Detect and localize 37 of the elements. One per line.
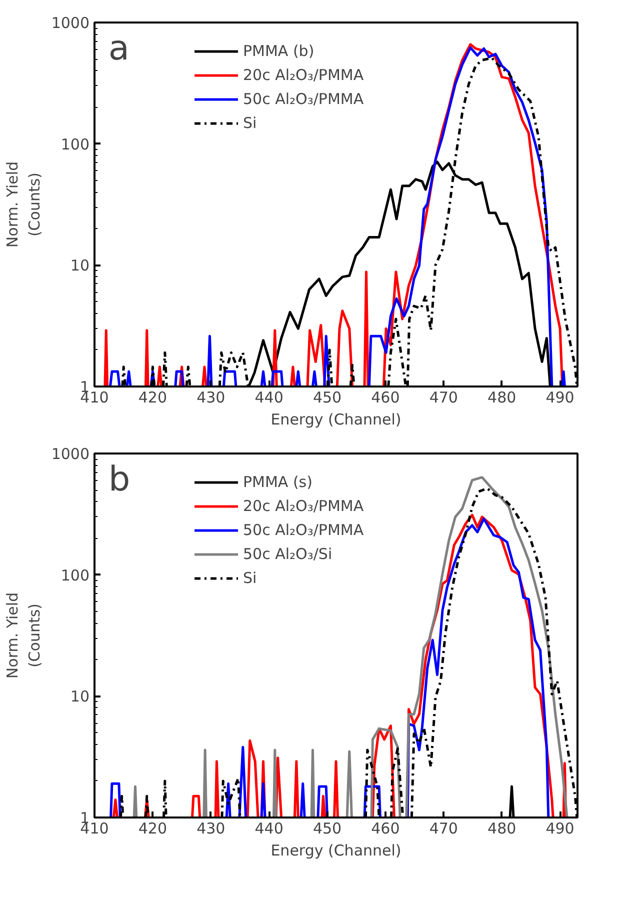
x-tick-label: 490: [546, 388, 574, 406]
y-tick-label: 10: [70, 688, 90, 706]
x-tick-label: 450: [312, 388, 342, 406]
x-tick-label: 440: [254, 820, 284, 838]
legend-label: Si: [243, 568, 258, 589]
x-tick-label: 480: [488, 388, 516, 406]
y-axis-title: Norm. Yield (Counts): [4, 161, 44, 248]
x-tick-label: 420: [138, 820, 168, 838]
y-axis-title: Norm. Yield (Counts): [4, 592, 44, 679]
x-tick-label: 460: [371, 820, 400, 838]
y-tick-label: 1000: [51, 445, 90, 463]
x-tick-label: 480: [488, 820, 516, 838]
x-tick-label: 430: [196, 388, 226, 406]
y-tick-label: 1000: [51, 14, 90, 32]
x-axis-title: Energy (Channel): [270, 410, 402, 428]
annotation: a: [108, 28, 130, 68]
x-tick-label: 460: [371, 388, 400, 406]
x-tick-label: 470: [429, 388, 458, 406]
x-tick-label: 420: [138, 388, 168, 406]
legend-label: PMMA (s): [243, 472, 312, 493]
legend-label: 20c Al₂O₃/PMMA: [243, 496, 364, 517]
legend-label: Si: [243, 113, 258, 134]
annotation: b: [108, 460, 130, 500]
y-tick-label: 10: [70, 256, 90, 275]
x-tick-label: 490: [546, 820, 574, 838]
legend-label: 50c Al₂O₃/PMMA: [243, 89, 364, 110]
legend-label: PMMA (b): [243, 41, 314, 62]
x-tick-label: 440: [254, 388, 284, 406]
y-tick-label: 100: [60, 566, 90, 584]
legend-label: 50c Al₂O₃/PMMA: [243, 520, 364, 541]
x-axis-title: Energy (Channel): [270, 842, 402, 860]
x-tick-label: 470: [429, 820, 458, 838]
y-tick-label: 100: [60, 135, 90, 154]
legend-label: 20c Al₂O₃/PMMA: [243, 65, 364, 86]
legend-label: 50c Al₂O₃/Si: [243, 544, 332, 565]
x-tick-label: 430: [196, 820, 226, 838]
x-tick-label: 450: [312, 820, 342, 838]
